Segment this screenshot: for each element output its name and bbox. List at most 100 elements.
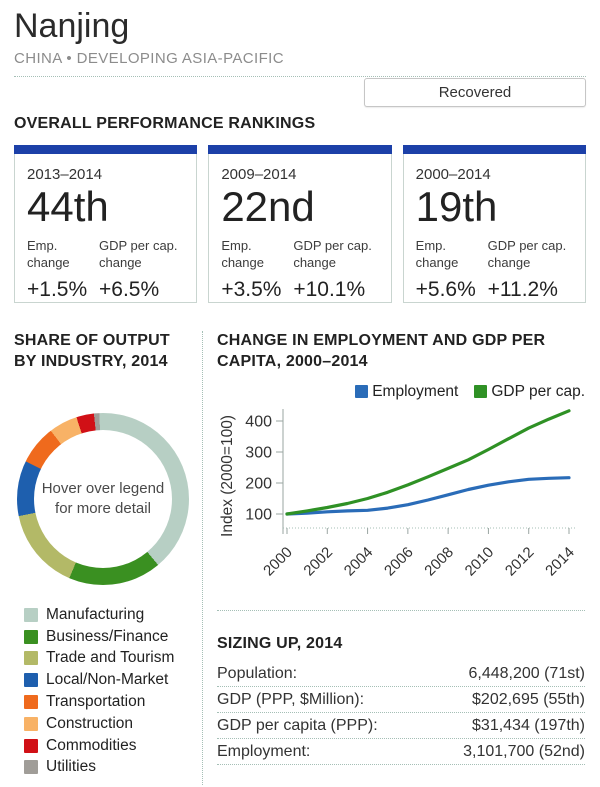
employment-gdp-section: CHANGE IN EMPLOYMENT AND GDP PER CAPITA,…: [203, 331, 600, 785]
legend-label: Transportation: [46, 693, 146, 711]
line-chart-title: CHANGE IN EMPLOYMENT AND GDP PER CAPITA,…: [217, 332, 546, 371]
manufacturing-swatch-icon: [24, 607, 38, 622]
table-row-gdp-per-capita: GDP per capita (PPP): $31,434 (197th): [217, 713, 585, 739]
right-column-divider: [217, 609, 585, 611]
employment-series-swatch-icon: [355, 385, 369, 399]
svg-text:200: 200: [245, 475, 272, 492]
gdp-change-value: +6.5%: [99, 277, 160, 301]
legend-label: Employment: [372, 382, 459, 400]
svg-text:400: 400: [245, 413, 272, 430]
legend-item-business-finance[interactable]: Business/Finance: [14, 626, 202, 648]
svg-text:2014: 2014: [542, 544, 578, 577]
table-row-employment: Employment: 3,101,700 (52nd): [217, 739, 585, 765]
card-accent-bar: [402, 145, 586, 155]
svg-text:2008: 2008: [421, 544, 457, 577]
line-chart-legend: Employment GDP per cap.: [217, 383, 585, 401]
page-header: Nanjing CHINA • DEVELOPING ASIA-PACIFIC …: [0, 0, 600, 107]
gdp-change-label: GDP per cap. change: [99, 238, 178, 270]
card-period: 2013–2014: [27, 166, 103, 184]
row-label: Employment:: [217, 742, 311, 760]
row-value: 6,448,200 (71st): [468, 664, 585, 682]
legend-label: Commodities: [46, 736, 137, 754]
card-rank: 19th: [415, 183, 498, 231]
legend-label: GDP per cap.: [491, 382, 585, 400]
svg-text:2004: 2004: [341, 544, 377, 577]
y-axis-label: Index (2000=100): [219, 415, 236, 537]
legend-item-transportation[interactable]: Transportation: [14, 691, 202, 713]
legend-item-manufacturing[interactable]: Manufacturing: [14, 604, 202, 626]
industry-output-section: SHARE OF OUTPUT BY INDUSTRY, 2014 Hover …: [0, 331, 203, 786]
local-non-market-swatch-icon: [24, 673, 38, 688]
gdp-change-label: GDP per cap. change: [293, 238, 372, 270]
svg-text:100: 100: [245, 506, 272, 523]
legend-item-employment: Employment: [355, 383, 458, 401]
svg-text:2002: 2002: [300, 544, 336, 577]
gdp-change-value: +10.1%: [293, 277, 366, 301]
emp-change-label: Emp. change: [415, 238, 459, 270]
ranking-card-2000-2014: 2000–2014 19th Emp. change +5.6% GDP per…: [402, 145, 586, 304]
industry-donut-chart: Hover over legend for more detail: [17, 412, 189, 585]
ranking-cards-row: 2013–2014 44th Emp. change +1.5% GDP per…: [14, 145, 586, 304]
legend-label: Trade and Tourism: [46, 649, 175, 667]
donut-hole: [34, 429, 172, 568]
page-title: Nanjing: [14, 7, 130, 45]
legend-item-gdp-per-cap: GDP per cap.: [474, 383, 585, 401]
ranking-card-2009-2014: 2009–2014 22nd Emp. change +3.5% GDP per…: [208, 145, 392, 304]
card-rank: 44th: [27, 183, 109, 231]
svg-text:2010: 2010: [462, 544, 498, 577]
svg-text:2006: 2006: [381, 544, 417, 577]
emp-change-label: Emp. change: [221, 238, 264, 270]
gdp-series-swatch-icon: [474, 385, 488, 399]
emp-change-value: +5.6%: [415, 277, 476, 301]
card-accent-bar: [14, 145, 198, 155]
industry-legend: Manufacturing Business/Finance Trade and…: [14, 604, 202, 778]
donut-center-note: Hover over legend for more detail: [41, 479, 165, 517]
table-row-population: Population: 6,448,200 (71st): [217, 661, 585, 687]
legend-label: Manufacturing: [46, 605, 145, 623]
transportation-swatch-icon: [24, 695, 38, 710]
trade-tourism-swatch-icon: [24, 651, 38, 666]
row-value: $31,434 (197th): [472, 716, 585, 734]
legend-item-commodities[interactable]: Commodities: [14, 735, 202, 757]
row-value: $202,695 (55th): [472, 690, 585, 708]
row-label: GDP (PPP, $Million):: [217, 690, 365, 708]
utilities-swatch-icon: [24, 760, 38, 775]
legend-item-trade-tourism[interactable]: Trade and Tourism: [14, 648, 202, 670]
legend-item-construction[interactable]: Construction: [14, 713, 202, 735]
svg-text:2000: 2000: [260, 544, 296, 577]
svg-text:300: 300: [245, 444, 272, 461]
header-divider: [14, 76, 586, 78]
sizing-up-table: Population: 6,448,200 (71st) GDP (PPP, $…: [217, 661, 585, 765]
legend-label: Business/Finance: [46, 627, 169, 645]
row-label: Population:: [217, 664, 298, 682]
legend-item-local-non-market[interactable]: Local/Non-Market: [14, 669, 202, 691]
emp-change-value: +1.5%: [27, 277, 88, 301]
svg-text:2012: 2012: [502, 544, 538, 577]
recovered-status-button[interactable]: Recovered: [364, 78, 586, 107]
page-subtitle: CHINA • DEVELOPING ASIA-PACIFIC: [14, 50, 284, 68]
legend-label: Local/Non-Market: [46, 671, 169, 689]
commodities-swatch-icon: [24, 738, 38, 753]
gdp-change-label: GDP per cap. change: [487, 238, 567, 270]
ranking-card-2013-2014: 2013–2014 44th Emp. change +1.5% GDP per…: [14, 145, 198, 304]
business-finance-swatch-icon: [24, 629, 38, 644]
industry-section-title: SHARE OF OUTPUT BY INDUSTRY, 2014: [14, 332, 170, 371]
overall-performance-rankings-section: OVERALL PERFORMANCE RANKINGS 2013–2014 4…: [0, 115, 600, 304]
card-rank: 22nd: [221, 183, 315, 231]
rankings-section-title: OVERALL PERFORMANCE RANKINGS: [14, 115, 316, 133]
emp-change-label: Emp. change: [27, 238, 70, 270]
table-row-gdp: GDP (PPP, $Million): $202,695 (55th): [217, 687, 585, 713]
construction-swatch-icon: [24, 716, 38, 731]
card-accent-bar: [208, 145, 392, 155]
sizing-up-title: SIZING UP, 2014: [217, 634, 343, 652]
emp-change-value: +3.5%: [221, 277, 282, 301]
legend-item-utilities[interactable]: Utilities: [14, 757, 202, 779]
main-content: SHARE OF OUTPUT BY INDUSTRY, 2014 Hover …: [0, 331, 600, 786]
gdp-change-value: +11.2%: [487, 277, 558, 301]
card-period: 2000–2014: [415, 166, 491, 184]
legend-label: Construction: [46, 714, 134, 732]
row-label: GDP per capita (PPP):: [217, 716, 378, 734]
card-period: 2009–2014: [221, 166, 297, 184]
legend-label: Utilities: [46, 758, 96, 776]
